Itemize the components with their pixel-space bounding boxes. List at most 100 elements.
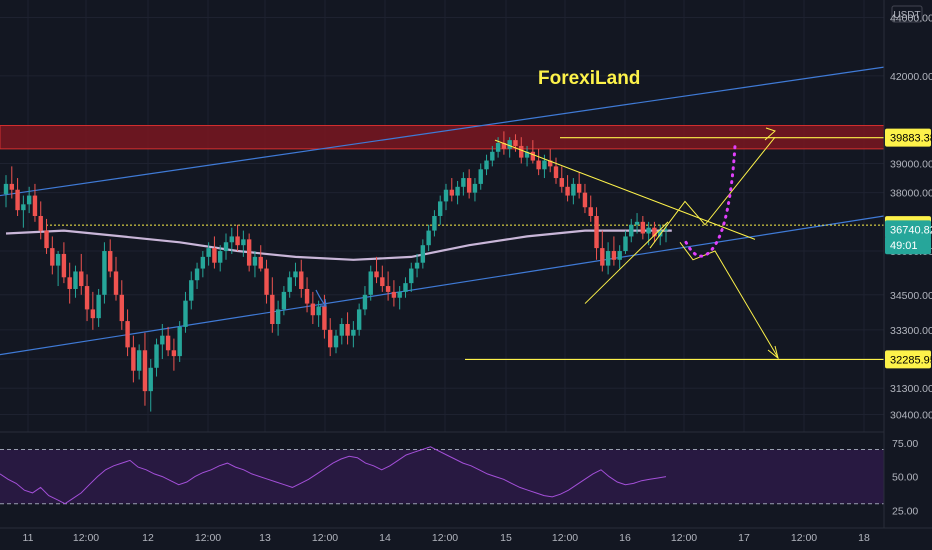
- candle-body: [646, 228, 650, 234]
- candle-body: [230, 236, 234, 242]
- price-tag-label: 36740.82: [890, 224, 932, 236]
- x-axis-tick-label: 14: [379, 532, 391, 544]
- candle-body: [96, 295, 100, 318]
- candle-body: [137, 350, 141, 370]
- candle-body: [10, 184, 14, 190]
- candle-body: [513, 140, 517, 146]
- watermark-text: ForexiLand: [538, 68, 640, 89]
- x-axis-tick-label: 12:00: [432, 532, 458, 544]
- candle-body: [114, 271, 118, 294]
- candle-body: [600, 248, 604, 266]
- candle-body: [589, 207, 593, 216]
- candle-body: [253, 257, 257, 266]
- candle-body: [450, 190, 454, 196]
- candle-body: [473, 184, 477, 193]
- x-axis-tick-label: 15: [500, 532, 512, 544]
- candle-body: [44, 231, 48, 249]
- rsi-axis-label: 75.00: [892, 438, 918, 450]
- x-axis-tick-label: 12:00: [671, 532, 697, 544]
- candle-body: [189, 280, 193, 300]
- candle-body: [426, 231, 430, 246]
- candle-body: [195, 269, 199, 281]
- candle-body: [305, 289, 309, 304]
- candle-body: [340, 324, 344, 336]
- candle-body: [235, 236, 239, 245]
- y-axis-tick-label: 31300.00: [890, 383, 932, 395]
- candle-body: [519, 146, 523, 158]
- candle-body: [293, 271, 297, 277]
- candle-body: [270, 295, 274, 324]
- x-axis-tick-label: 12:00: [791, 532, 817, 544]
- candle-body: [629, 225, 633, 237]
- candle-body: [403, 283, 407, 292]
- candle-body: [334, 336, 338, 348]
- candle-body: [409, 269, 413, 284]
- y-axis-tick-label: 34500.00: [890, 290, 932, 302]
- candle-body: [484, 161, 488, 170]
- candle-body: [212, 248, 216, 263]
- candle-body: [635, 222, 639, 225]
- x-axis-tick-label: 12: [142, 532, 154, 544]
- candle-body: [369, 271, 373, 294]
- candle-body: [108, 251, 112, 271]
- candle-body: [560, 178, 564, 187]
- candle-body: [125, 321, 129, 347]
- candle-body: [623, 236, 627, 251]
- candle-body: [131, 347, 135, 370]
- candle-body: [27, 196, 31, 205]
- candle-body: [415, 263, 419, 269]
- x-axis-tick-label: 18: [858, 532, 870, 544]
- candle-body: [531, 152, 535, 161]
- x-axis-tick-label: 12:00: [552, 532, 578, 544]
- candle-body: [183, 301, 187, 327]
- candle-body: [160, 336, 164, 345]
- candle-body: [73, 271, 77, 289]
- candle-body: [386, 286, 390, 292]
- candle-body: [85, 286, 89, 309]
- candle-body: [571, 184, 575, 196]
- candle-body: [397, 292, 401, 298]
- candle-body: [444, 190, 448, 202]
- candle-body: [351, 330, 355, 336]
- candle-body: [345, 324, 349, 336]
- candle-body: [264, 269, 268, 295]
- candle-body: [421, 245, 425, 263]
- candle-body: [583, 193, 587, 208]
- candle-body: [432, 216, 436, 231]
- candle-body: [565, 187, 569, 196]
- candle-body: [177, 327, 181, 356]
- candle-body: [536, 161, 540, 170]
- x-axis-tick-label: 12:00: [195, 532, 221, 544]
- candle-body: [374, 271, 378, 277]
- candle-body: [380, 277, 384, 286]
- candle-body: [479, 169, 483, 184]
- rsi-axis-label: 25.00: [892, 505, 918, 517]
- candle-body: [33, 196, 37, 216]
- candle-body: [276, 309, 280, 324]
- candle-body: [241, 239, 245, 245]
- candle-body: [641, 222, 645, 234]
- candle-body: [67, 277, 71, 289]
- candle-body: [21, 204, 25, 210]
- candle-body: [554, 166, 558, 178]
- candle-body: [328, 330, 332, 348]
- candle-body: [172, 350, 176, 356]
- candle-body: [577, 184, 581, 193]
- candle-body: [606, 251, 610, 266]
- candle-body: [594, 216, 598, 248]
- x-axis-tick-label: 12:00: [73, 532, 99, 544]
- y-axis-tick-label: 44000.00: [890, 13, 932, 25]
- candle-body: [218, 251, 222, 263]
- x-axis-tick-label: 13: [259, 532, 271, 544]
- candle-body: [15, 190, 19, 210]
- candle-body: [357, 309, 361, 329]
- candle-body: [39, 216, 43, 231]
- candle-body: [467, 178, 471, 193]
- candle-body: [4, 184, 8, 194]
- candle-body: [461, 178, 465, 187]
- candle-body: [363, 295, 367, 310]
- candle-body: [166, 336, 170, 351]
- candle-body: [455, 187, 459, 196]
